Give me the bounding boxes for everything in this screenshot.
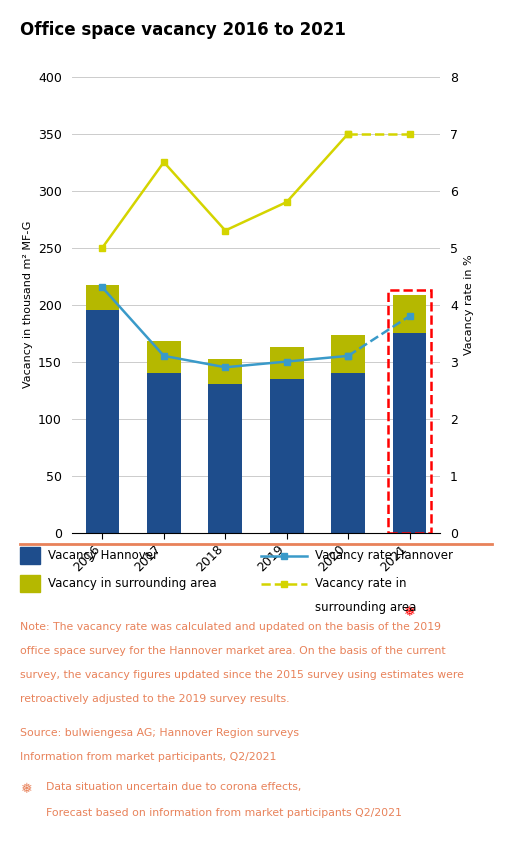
Bar <box>270 347 304 378</box>
Text: Vacancy Hannover: Vacancy Hannover <box>48 549 158 562</box>
Text: Forecast based on information from market participants Q2/2021: Forecast based on information from marke… <box>46 808 402 818</box>
Bar <box>147 341 181 373</box>
Text: surrounding area: surrounding area <box>315 601 416 614</box>
Bar <box>393 333 426 532</box>
Text: Note: The vacancy rate was calculated and updated on the basis of the 2019: Note: The vacancy rate was calculated an… <box>20 622 441 632</box>
Bar <box>389 290 431 532</box>
Text: ❅: ❅ <box>20 782 32 796</box>
Y-axis label: Vacancy in thousand m² MF-G: Vacancy in thousand m² MF-G <box>23 221 33 389</box>
Y-axis label: Vacancy rate in %: Vacancy rate in % <box>463 254 474 355</box>
Bar <box>393 296 426 333</box>
Bar <box>86 310 119 532</box>
Text: Information from market participants, Q2/2021: Information from market participants, Q2… <box>20 752 277 763</box>
Bar <box>20 547 40 564</box>
Bar <box>147 373 181 532</box>
Text: Vacancy rate Hannover: Vacancy rate Hannover <box>315 549 453 562</box>
Bar <box>270 378 304 532</box>
Text: Source: bulwiengesa AG; Hannover Region surveys: Source: bulwiengesa AG; Hannover Region … <box>20 728 300 739</box>
Bar <box>331 373 365 532</box>
Bar <box>86 285 119 310</box>
Bar <box>331 336 365 373</box>
Bar <box>20 575 40 592</box>
Bar <box>208 360 242 384</box>
Text: office space survey for the Hannover market area. On the basis of the current: office space survey for the Hannover mar… <box>20 646 446 656</box>
Text: survey, the vacancy figures updated since the 2015 survey using estimates were: survey, the vacancy figures updated sinc… <box>20 670 464 680</box>
Text: Office space vacancy 2016 to 2021: Office space vacancy 2016 to 2021 <box>20 21 346 39</box>
Text: retroactively adjusted to the 2019 survey results.: retroactively adjusted to the 2019 surve… <box>20 694 290 704</box>
Text: Data situation uncertain due to corona effects,: Data situation uncertain due to corona e… <box>46 782 302 792</box>
Text: ❅: ❅ <box>404 606 415 619</box>
Bar <box>208 384 242 532</box>
Text: Vacancy rate in: Vacancy rate in <box>315 577 407 590</box>
Text: Vacancy in surrounding area: Vacancy in surrounding area <box>48 577 216 590</box>
